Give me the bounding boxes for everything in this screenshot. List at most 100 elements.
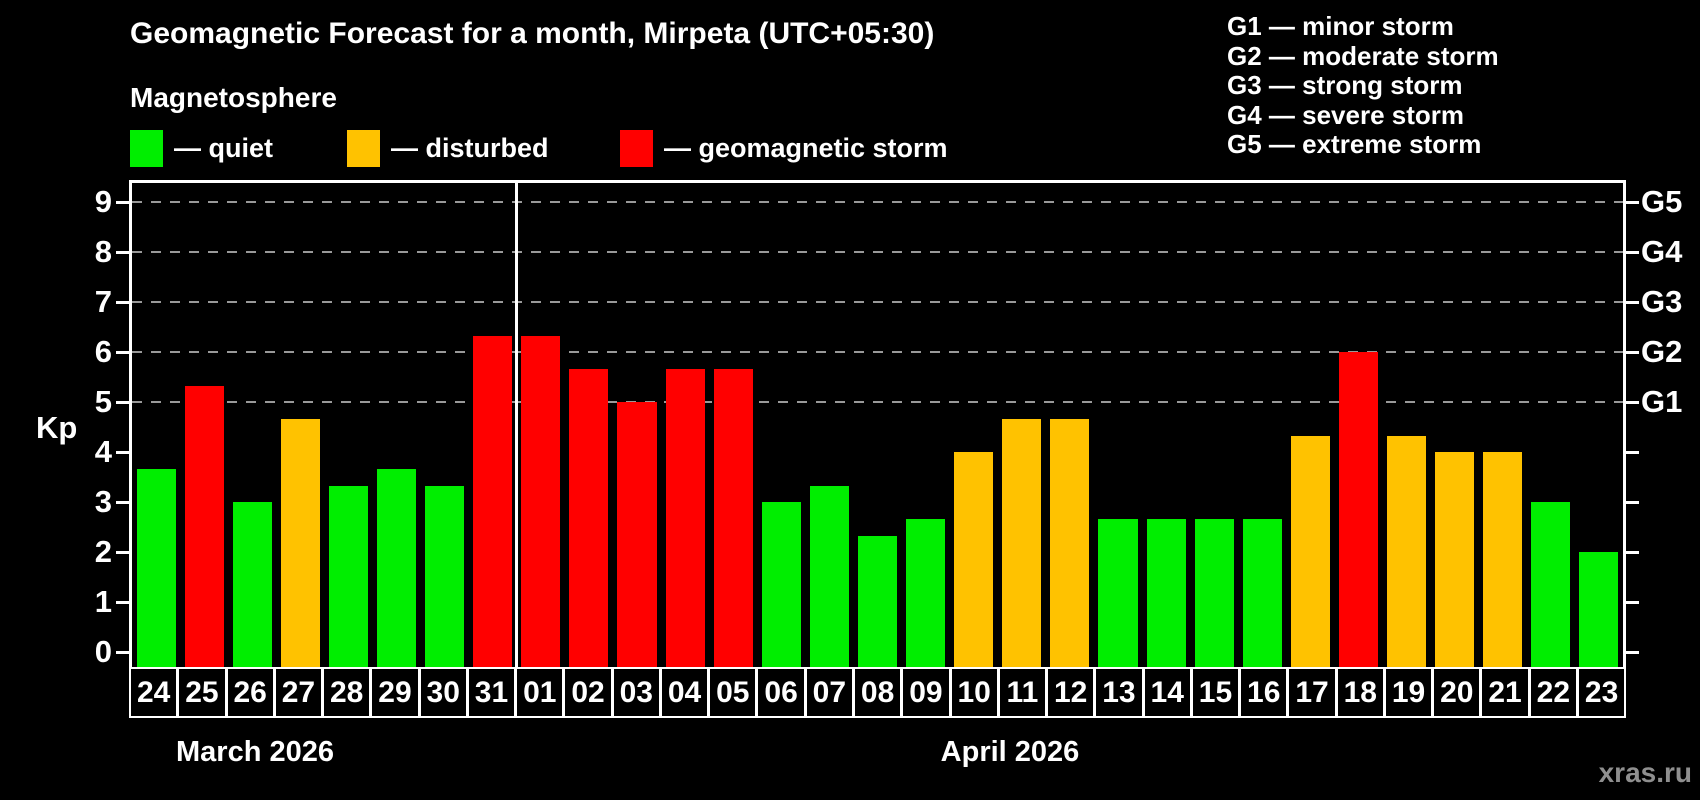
bar-day-07 <box>809 485 849 667</box>
day-label-22: 22 <box>1527 669 1576 716</box>
y-tick-right-4 <box>1626 450 1639 454</box>
legend-label-disturbed: — disturbed <box>391 132 549 163</box>
subtitle-magnetosphere: Magnetosphere <box>130 82 337 113</box>
day-label-13: 13 <box>1093 669 1141 716</box>
day-label-08: 08 <box>851 669 900 716</box>
g-legend-line-5: G5 — extreme storm <box>1227 129 1482 160</box>
month-label-2: April 2026 <box>940 736 1080 768</box>
y-tick-right-6 <box>1626 350 1639 354</box>
bar-day-18 <box>1338 352 1378 667</box>
bar-day-15 <box>1194 518 1234 667</box>
day-label-15: 15 <box>1189 669 1238 716</box>
bar-day-13 <box>1098 518 1138 667</box>
right-axis-label-g1: G1 <box>1641 384 1683 419</box>
day-label-11: 11 <box>996 669 1045 716</box>
y-tick-left-6 <box>116 350 129 354</box>
day-label-01: 01 <box>514 669 562 716</box>
plot-border-left <box>129 180 132 667</box>
right-axis-label-g2: G2 <box>1641 334 1683 369</box>
day-label-10: 10 <box>948 669 997 716</box>
bar-day-28 <box>328 485 368 667</box>
legend-swatch-quiet-icon <box>130 129 163 167</box>
bar-day-22 <box>1531 502 1571 667</box>
plot-border-right <box>1623 180 1626 667</box>
y-tick-right-3 <box>1626 500 1639 504</box>
y-tick-label-1: 1 <box>94 584 112 619</box>
y-tick-right-7 <box>1626 300 1639 304</box>
gridline-kp6 <box>132 351 1623 353</box>
day-label-06: 06 <box>755 669 803 716</box>
legend-label-quiet: — quiet <box>174 132 273 163</box>
legend-item-quiet: — quiet <box>130 129 273 167</box>
right-axis-label-g3: G3 <box>1641 284 1683 319</box>
bar-day-21 <box>1483 452 1523 667</box>
y-tick-left-1 <box>116 600 129 604</box>
bar-day-23 <box>1579 552 1619 667</box>
y-tick-left-7 <box>116 300 129 304</box>
y-tick-left-3 <box>116 500 129 504</box>
legend-swatch-disturbed-icon <box>347 129 380 167</box>
legend-label-storm: — geomagnetic storm <box>664 132 948 163</box>
bar-day-11 <box>1002 418 1042 667</box>
y-tick-left-5 <box>116 400 129 404</box>
y-tick-label-7: 7 <box>94 284 112 319</box>
bar-day-10 <box>954 452 994 667</box>
bar-day-09 <box>906 518 946 667</box>
bar-day-01 <box>521 335 561 667</box>
legend-item-disturbed: — disturbed <box>347 129 549 167</box>
legend-swatch-storm-icon <box>620 129 653 167</box>
g-legend-line-4: G4 — severe storm <box>1227 99 1465 130</box>
y-tick-right-5 <box>1626 400 1639 404</box>
day-label-18: 18 <box>1334 669 1383 716</box>
y-tick-right-1 <box>1626 600 1639 604</box>
bar-day-08 <box>857 535 898 667</box>
day-label-row: 24 25 26 27 28 29 30 31 01 02 03 04 05 06 07 08 09 10 11 12… <box>129 667 1626 718</box>
gridline-kp9 <box>132 201 1623 203</box>
bar-day-16 <box>1242 518 1282 667</box>
y-tick-label-5: 5 <box>94 384 112 419</box>
g-scale-legend: G1 — minor storm G2 — moderate storm G3 — … <box>1227 11 1499 160</box>
day-label-30: 30 <box>417 669 466 716</box>
day-label-16: 16 <box>1238 669 1286 716</box>
plot-border-top <box>129 180 1626 183</box>
y-tick-label-3: 3 <box>94 484 112 519</box>
bar-day-02 <box>569 368 609 667</box>
y-tick-left-8 <box>116 250 129 254</box>
g-legend-line-1: G1 — minor storm <box>1227 11 1454 41</box>
day-label-26: 26 <box>224 669 273 716</box>
gridline-kp5 <box>132 401 1623 403</box>
day-label-12: 12 <box>1045 669 1093 716</box>
y-tick-right-0 <box>1626 650 1639 654</box>
y-tick-label-4: 4 <box>94 434 112 469</box>
y-tick-left-9 <box>116 200 129 204</box>
bar-day-19 <box>1387 435 1427 667</box>
day-label-28: 28 <box>321 669 369 716</box>
bar-day-24 <box>136 468 176 667</box>
y-tick-right-8 <box>1626 250 1639 254</box>
bar-day-12 <box>1050 418 1090 667</box>
day-label-07: 07 <box>803 669 852 716</box>
bar-day-26 <box>232 502 272 667</box>
day-label-29: 29 <box>369 669 417 716</box>
g-legend-line-3: G3 — strong storm <box>1227 70 1463 101</box>
right-axis-label-g4: G4 <box>1641 234 1683 269</box>
day-label-09: 09 <box>900 669 948 716</box>
bar-day-06 <box>761 502 801 667</box>
day-label-20: 20 <box>1431 669 1479 716</box>
bar-day-27 <box>280 418 320 667</box>
day-label-05: 05 <box>707 669 755 716</box>
bar-day-05 <box>713 368 753 667</box>
bar-day-03 <box>617 402 657 667</box>
day-label-19: 19 <box>1382 669 1431 716</box>
day-label-27: 27 <box>272 669 321 716</box>
day-label-23: 23 <box>1575 669 1624 716</box>
y-tick-left-4 <box>116 450 129 454</box>
day-label-31: 31 <box>465 669 514 716</box>
day-label-02: 02 <box>562 669 610 716</box>
y-tick-right-2 <box>1626 550 1639 554</box>
gridline-kp7 <box>132 301 1623 303</box>
bar-day-29 <box>376 468 417 667</box>
y-tick-left-0 <box>116 650 129 654</box>
y-tick-left-2 <box>116 550 129 554</box>
